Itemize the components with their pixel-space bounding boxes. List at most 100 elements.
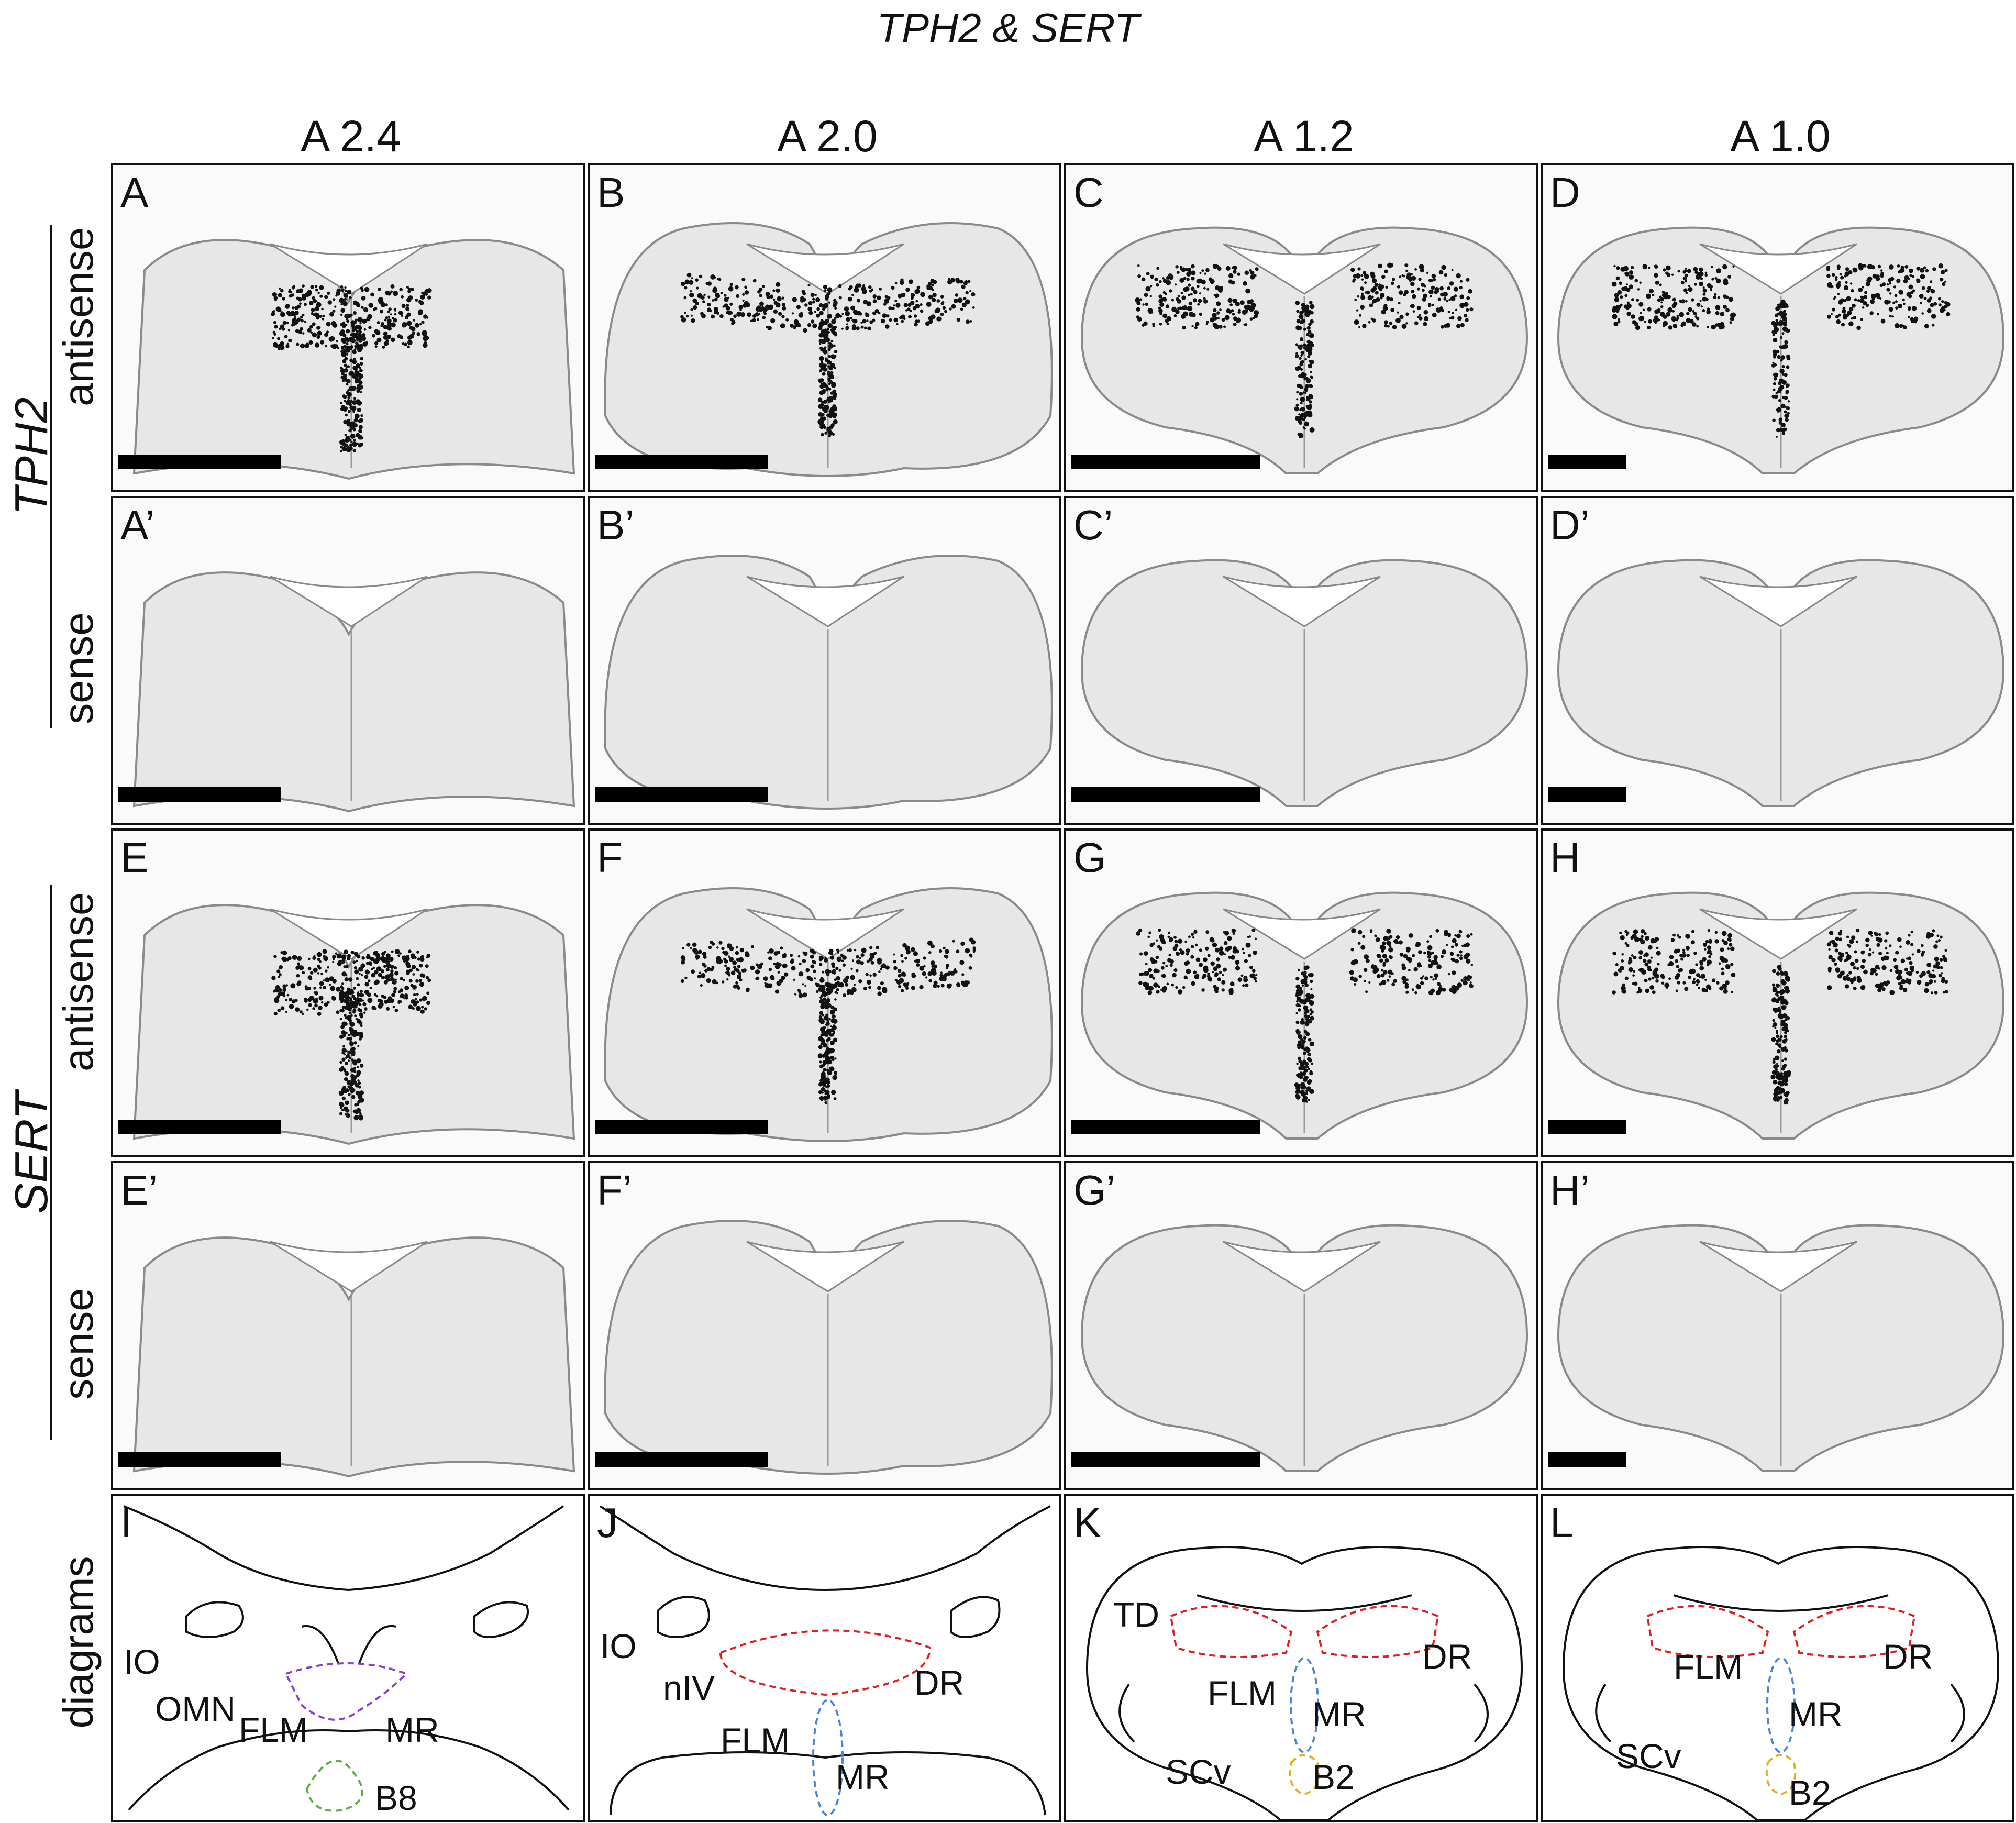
panel-label: K — [1073, 1499, 1102, 1546]
diagram-label-flm: FLM — [1674, 1648, 1743, 1686]
diagram-label-dr: DR — [1422, 1637, 1472, 1676]
column-header-4: A 1.0 — [1730, 112, 1831, 161]
panel-label: B — [597, 169, 625, 216]
diagram-label-dr: DR — [914, 1663, 964, 1702]
diagram-label-flm: FLM — [721, 1721, 790, 1760]
brain-section-image — [1557, 559, 2005, 807]
brain-section-image — [604, 555, 1053, 810]
panel-diagram: IO nIV FLM DR MR J — [588, 1494, 1061, 1822]
brain-section-image — [1557, 891, 2005, 1140]
scale-bar — [118, 787, 281, 802]
row-label-tph2-antisense: antisense — [55, 227, 102, 406]
diagram-label-niv: nIV — [663, 1669, 715, 1707]
diagram-label-mr: MR — [1312, 1695, 1366, 1733]
row-label-diagrams: diagrams — [55, 1556, 102, 1729]
brain-section-image — [132, 1236, 575, 1478]
row-label-sert-antisense: antisense — [55, 892, 102, 1071]
panel-section: A — [111, 163, 585, 492]
diagram-label-b2: B2 — [1789, 1773, 1831, 1812]
panel-section: E’ — [111, 1161, 585, 1490]
panel-diagram: IO OMN FLM MR B8 I — [111, 1494, 585, 1822]
panel-section: H’ — [1541, 1161, 2014, 1490]
brain-section-image — [1557, 1224, 2005, 1472]
scale-bar — [118, 1452, 281, 1467]
brain-section-image — [604, 887, 1053, 1142]
panel-label: E — [120, 834, 149, 881]
brain-section-image — [132, 239, 575, 480]
diagram-label-mr: MR — [1789, 1695, 1843, 1733]
brain-section-image — [604, 1220, 1053, 1475]
scale-bar — [595, 1120, 768, 1134]
panel-section: D — [1541, 163, 2014, 492]
panel-label: F — [597, 834, 623, 881]
brain-section-image — [1080, 559, 1528, 807]
diagram-label-io: IO — [600, 1627, 637, 1665]
schematic-diagram: FLM DR MR SCv B2 — [1562, 1546, 2000, 1820]
row-divider-sert — [50, 885, 52, 1440]
panel-label: D — [1550, 169, 1580, 216]
column-header-3: A 1.2 — [1254, 112, 1354, 161]
figure-title: TPH2 & SERT — [877, 5, 1139, 51]
panel-diagram: TD DR FLM MR SCv B2 K — [1064, 1494, 1538, 1822]
diagram-label-mr: MR — [836, 1758, 890, 1796]
row-label-sert-sense: sense — [55, 1288, 102, 1400]
diagram-label-scv: SCv — [1616, 1737, 1681, 1775]
panel-label: I — [120, 1499, 132, 1546]
diagram-label-scv: SCv — [1166, 1752, 1231, 1791]
brain-section-image — [132, 571, 575, 813]
panel-section: B — [588, 163, 1061, 492]
diagram-label-omn: OMN — [155, 1689, 236, 1728]
scale-bar — [1548, 1452, 1626, 1467]
panel-section: H — [1541, 828, 2014, 1157]
panel-label: H’ — [1550, 1167, 1590, 1213]
diagram-label-b8: B8 — [375, 1778, 417, 1817]
panel-label: C’ — [1073, 502, 1113, 548]
scale-bar — [118, 455, 281, 469]
panel-label: A’ — [120, 502, 155, 548]
column-header-2: A 2.0 — [777, 112, 878, 161]
scale-bar — [595, 787, 768, 802]
scale-bar — [595, 1452, 768, 1467]
panel-section: F’ — [588, 1161, 1061, 1490]
panel-label: J — [597, 1499, 618, 1546]
scale-bar — [1548, 787, 1626, 802]
scale-bar — [1071, 1452, 1260, 1467]
panel-section: C — [1064, 163, 1538, 492]
scale-bar — [595, 455, 768, 469]
panel-section: C’ — [1064, 496, 1538, 825]
panel-section: G’ — [1064, 1161, 1538, 1490]
panel-label: L — [1550, 1499, 1574, 1546]
brain-section-image — [1080, 1224, 1528, 1472]
diagram-label-io: IO — [124, 1642, 160, 1681]
panel-label: H — [1550, 834, 1580, 881]
panel-section: E — [111, 828, 585, 1157]
panel-section: D’ — [1541, 496, 2014, 825]
diagram-label-mr: MR — [385, 1710, 439, 1749]
panel-section: G — [1064, 828, 1538, 1157]
diagram-label-td: TD — [1113, 1595, 1159, 1634]
diagram-label-flm: FLM — [1208, 1674, 1277, 1712]
diagram-label-flm: FLM — [239, 1710, 308, 1749]
panel-label: G — [1073, 834, 1106, 881]
panel-section: F — [588, 828, 1061, 1157]
panel-label: D’ — [1550, 502, 1590, 548]
panel-label: A — [120, 169, 149, 216]
row-label-tph2-sense: sense — [55, 612, 102, 724]
diagram-label-b2: B2 — [1312, 1758, 1355, 1796]
panel-label: C — [1073, 169, 1104, 216]
brain-section-image — [132, 904, 575, 1145]
panel-section: A’ — [111, 496, 585, 825]
scale-bar — [1071, 1120, 1260, 1134]
diagram-label-dr: DR — [1883, 1637, 1933, 1676]
panel-diagram: FLM DR MR SCv B2 L — [1541, 1494, 2014, 1822]
panel-section: B’ — [588, 496, 1061, 825]
brain-section-image — [1080, 226, 1528, 474]
brain-section-image — [604, 222, 1053, 477]
scale-bar — [118, 1120, 281, 1134]
scale-bar — [1071, 787, 1260, 802]
row-divider-tph2 — [50, 225, 52, 728]
schematic-diagram: TD DR FLM MR SCv B2 — [1085, 1546, 1523, 1820]
brain-section-image — [1557, 226, 2005, 474]
